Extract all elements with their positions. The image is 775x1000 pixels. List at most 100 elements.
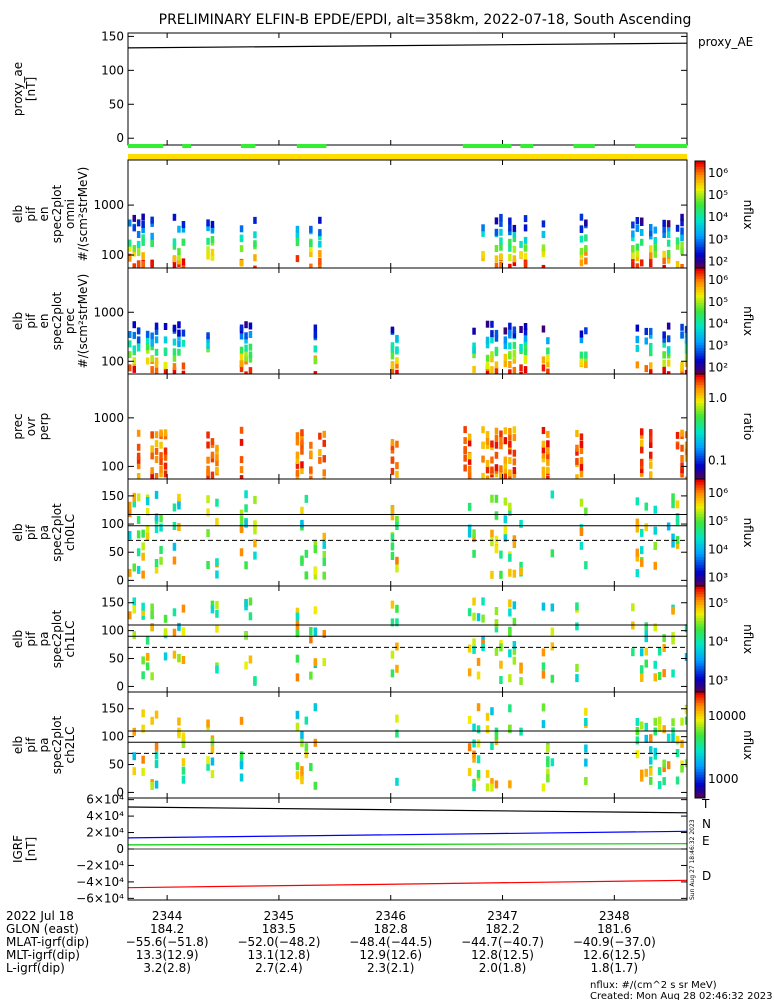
heatmap-cell [159, 465, 163, 473]
colorbar-swatch [695, 577, 705, 582]
heatmap-cell [150, 366, 154, 374]
heatmap-cell [499, 243, 503, 251]
heatmap-cell [550, 674, 555, 683]
panel-frame [127, 478, 688, 587]
heatmap-cell [239, 259, 244, 267]
heatmap-cell [210, 225, 215, 233]
panel-frame [127, 373, 688, 480]
colorbar-swatch [695, 161, 705, 165]
heatmap-cell [244, 561, 248, 570]
heatmap-cell [579, 498, 584, 507]
heatmap-cell [132, 321, 136, 329]
heatmap-cell [519, 251, 523, 258]
science-zone-bar [240, 144, 256, 148]
colorbar-swatch [695, 633, 705, 637]
y-axis-label-line: pif [24, 737, 38, 753]
colorbar-swatch [695, 437, 705, 441]
panel-plot-area [128, 806, 687, 889]
heatmap-cell [210, 757, 215, 766]
heatmap-cell [523, 236, 528, 244]
heatmap-cell [150, 343, 154, 351]
heatmap-cell [248, 343, 253, 351]
heatmap-cell [684, 476, 687, 479]
heatmap-cell [579, 226, 584, 233]
heatmap-cell [163, 323, 168, 330]
heatmap-cell [253, 526, 257, 535]
heatmap-cell [671, 734, 675, 743]
heatmap-cell [512, 366, 517, 374]
heatmap-cell [490, 466, 494, 474]
colorbar-tick-label: 10³ [708, 339, 728, 353]
heatmap-cell [579, 355, 584, 363]
heatmap-cell [132, 493, 136, 502]
heatmap-cell [490, 366, 494, 374]
colorbar-swatch [695, 543, 705, 547]
heatmap-cell [503, 427, 508, 435]
y-axis-label-line: #/(scm²strMeV) [76, 274, 90, 369]
colorbar-swatch [695, 241, 705, 245]
colorbar-swatch [695, 766, 705, 770]
colorbar-swatch [695, 259, 705, 264]
heatmap-cell [649, 756, 653, 765]
heatmap-cell [640, 674, 644, 682]
heatmap-cell [635, 344, 640, 352]
footer-units: nflux: #/(cm^2 s sr MeV) [590, 980, 717, 991]
heatmap-cell [675, 776, 680, 785]
heatmap-cell [154, 473, 159, 479]
heatmap-cell [512, 646, 517, 655]
heatmap-cell [132, 563, 136, 572]
heatmap-cell [163, 628, 168, 637]
heatmap-cell [313, 738, 318, 747]
heatmap-cell [145, 652, 150, 661]
heatmap-cell [239, 365, 244, 373]
heatmap-cell [132, 597, 136, 606]
y-axis-label-line: elb [11, 736, 25, 754]
colorbar: 10³ 10⁴ 10⁵ nflux [694, 585, 755, 693]
heatmap-cell [494, 361, 499, 369]
heatmap-cell [508, 724, 512, 733]
ephem-row-label: L-igrf(dip) [6, 961, 65, 975]
heatmap-cell [649, 224, 653, 231]
heatmap-cell [512, 467, 517, 474]
heatmap-cell [644, 337, 648, 345]
colorbar-swatch [695, 747, 705, 751]
colorbar-swatch [695, 270, 705, 274]
colorbar-tick-label: 10⁶ [708, 486, 728, 500]
colorbar-swatch [695, 489, 705, 493]
colorbar-swatch [695, 297, 705, 301]
heatmap-cell [145, 330, 150, 338]
heatmap-cell [390, 618, 395, 627]
heatmap-cell [512, 434, 517, 441]
heatmap-cell [550, 642, 555, 651]
heatmap-cell [541, 602, 546, 611]
heatmap-cell [512, 535, 517, 544]
panel-4: 100 1000 precovrperp 0.1 1.0 ratio [11, 373, 755, 480]
colorbar-swatch [695, 763, 705, 767]
heatmap-cell [472, 327, 476, 335]
series-line-D [128, 879, 687, 889]
heatmap-cell [136, 530, 141, 539]
colorbar-swatch [695, 492, 705, 496]
heatmap-cell [662, 359, 666, 367]
heatmap-cell [467, 471, 472, 479]
colorbar-swatch [695, 177, 705, 181]
heatmap-cell [206, 495, 210, 504]
heatmap-cell [154, 322, 159, 330]
heatmap-cell [472, 750, 476, 759]
heatmap-cell [395, 440, 399, 448]
heatmap-cell [644, 634, 648, 643]
colorbar-swatch [695, 249, 705, 253]
heatmap-cell [575, 663, 579, 672]
heatmap-cell [657, 672, 662, 680]
heatmap-cell [481, 441, 485, 449]
colorbar-swatch [695, 230, 705, 234]
colorbar-swatch [695, 681, 705, 685]
heatmap-cell [181, 362, 186, 370]
heatmap-cell [662, 777, 666, 786]
heatmap-cell [206, 561, 210, 569]
colorbar-swatch [695, 275, 705, 280]
heatmap-cell [541, 440, 546, 448]
colorbar-swatch [695, 254, 705, 258]
heatmap-cell [485, 441, 490, 449]
heatmap-cell [653, 673, 657, 682]
